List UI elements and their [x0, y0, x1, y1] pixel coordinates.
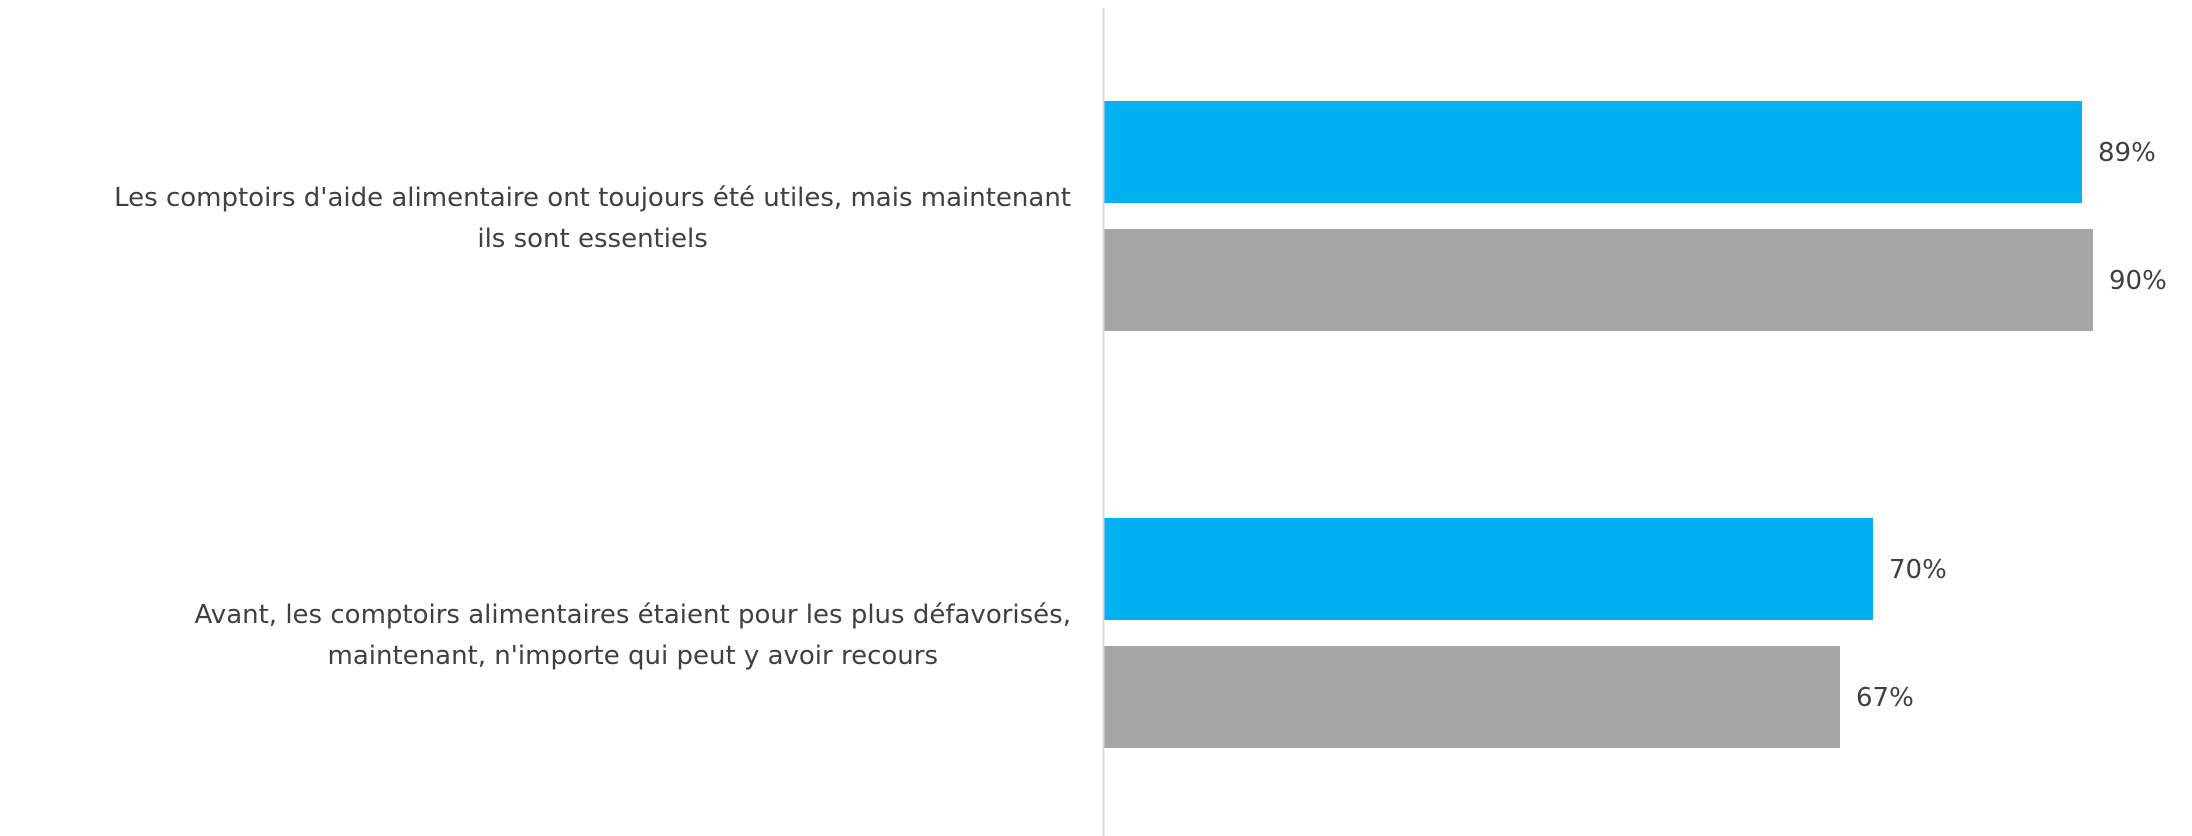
category-label-line: Avant, les comptoirs alimentaires étaien…	[195, 600, 1071, 630]
value-labels: 89% 90% 70% 67%	[1856, 138, 2167, 713]
bar	[1103, 101, 2082, 203]
data-label: 70%	[1889, 555, 1947, 585]
category-label-line: Les comptoirs d'aide alimentaire ont tou…	[114, 183, 1071, 213]
data-label: 89%	[2098, 138, 2156, 168]
category-label-line: maintenant, n'importe qui peut y avoir r…	[328, 641, 939, 671]
data-label: 90%	[2109, 266, 2167, 296]
category-label: Avant, les comptoirs alimentaires étaien…	[195, 600, 1071, 671]
bars	[1103, 101, 2093, 748]
data-label: 67%	[1856, 683, 1914, 713]
bar	[1103, 229, 2093, 331]
bar	[1103, 518, 1873, 620]
category-label-line: ils sont essentiels	[477, 224, 707, 254]
category-label: Les comptoirs d'aide alimentaire ont tou…	[114, 183, 1071, 254]
bar	[1103, 646, 1840, 748]
category-labels: Les comptoirs d'aide alimentaire ont tou…	[114, 183, 1071, 671]
